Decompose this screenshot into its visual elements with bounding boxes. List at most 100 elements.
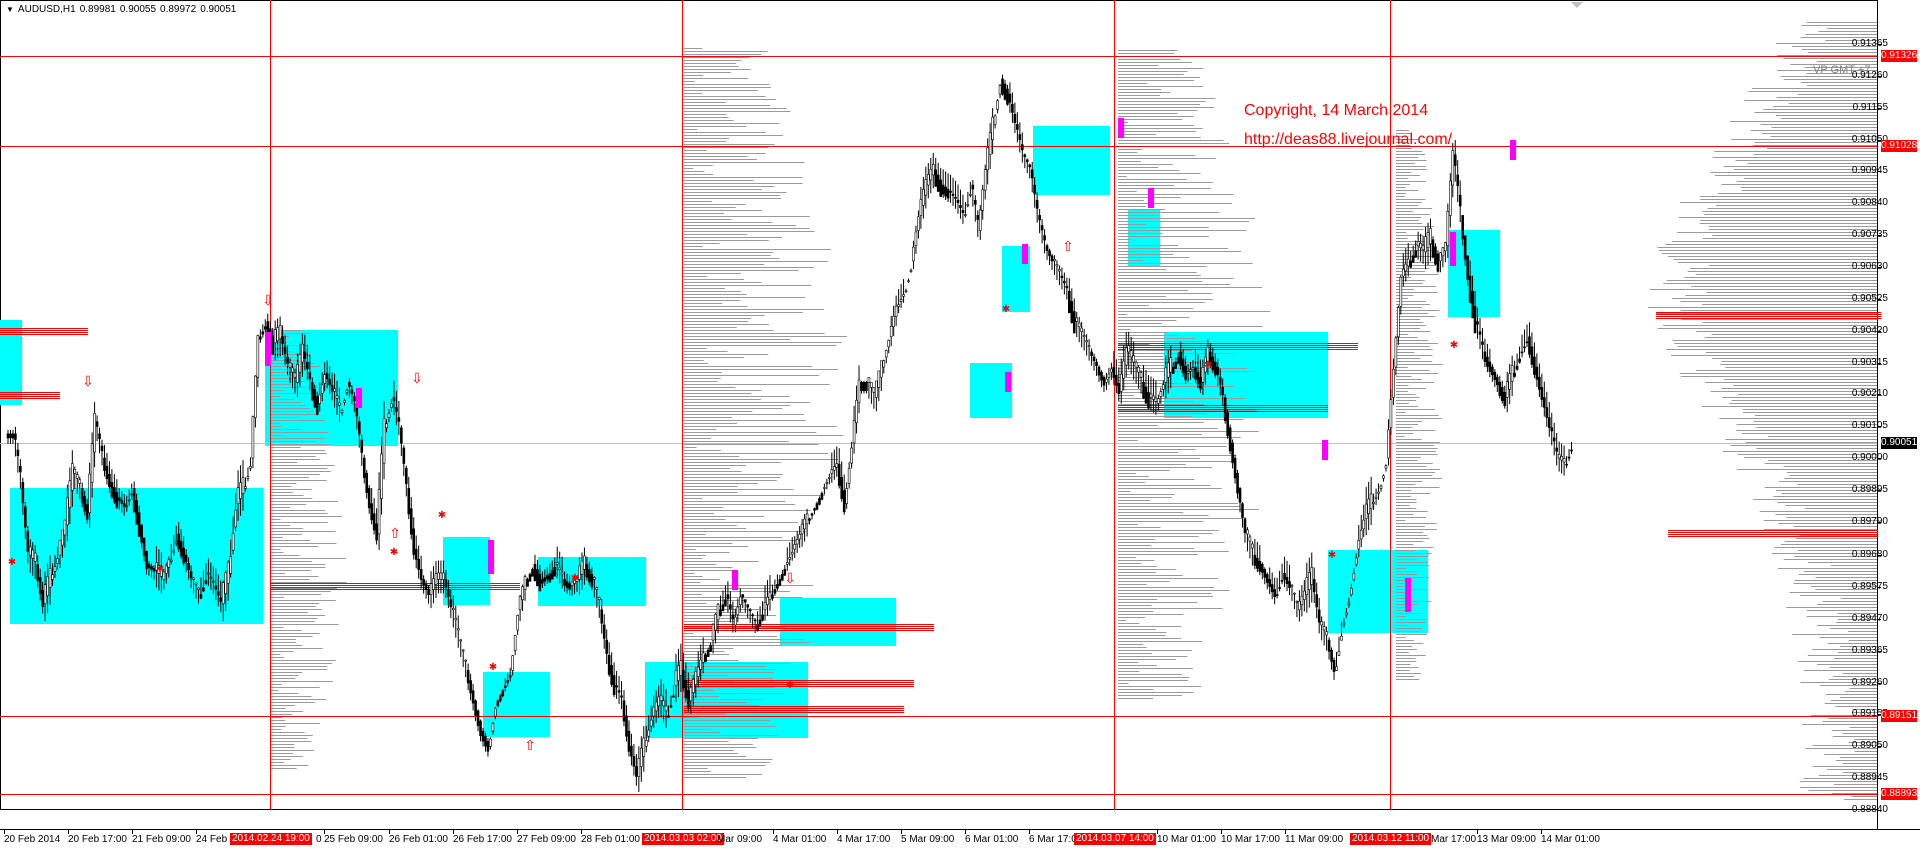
candle-body bbox=[298, 354, 302, 373]
candle-body bbox=[501, 690, 505, 697]
candle-body bbox=[395, 407, 398, 412]
candle-body bbox=[1070, 301, 1074, 324]
candle-body bbox=[508, 675, 512, 678]
down-arrow-icon: ⇩ bbox=[784, 571, 796, 587]
candle-body bbox=[1330, 649, 1333, 662]
candle-body bbox=[464, 659, 467, 662]
candle-body bbox=[664, 705, 668, 712]
candle-body bbox=[788, 557, 792, 560]
candle-body bbox=[1268, 579, 1272, 588]
price-scale-label: 0.89470 bbox=[1851, 612, 1888, 624]
candle-body bbox=[1515, 365, 1519, 370]
candle-body bbox=[1416, 241, 1420, 247]
candle-body bbox=[390, 403, 393, 408]
candle-body bbox=[221, 582, 225, 605]
candle-body bbox=[1397, 307, 1400, 338]
consolidation-box bbox=[1448, 230, 1500, 317]
time-scale-label: 13 Mar 09:00 bbox=[1477, 834, 1536, 845]
candle-body bbox=[1523, 346, 1526, 349]
candle-body bbox=[417, 558, 420, 570]
candle-body bbox=[766, 596, 769, 606]
candle-body bbox=[397, 417, 401, 422]
candle-body bbox=[803, 518, 806, 530]
candle-body bbox=[1503, 392, 1507, 406]
candle-body bbox=[1557, 453, 1561, 459]
candle-body bbox=[1082, 335, 1086, 338]
candle-body bbox=[1461, 215, 1464, 240]
price-scale-label: 0.89260 bbox=[1851, 676, 1888, 688]
candle-body bbox=[177, 533, 181, 550]
price-scale-label: 0.90840 bbox=[1851, 197, 1888, 209]
candle-body bbox=[313, 389, 317, 408]
candle-body bbox=[649, 719, 653, 727]
candle-body bbox=[78, 479, 82, 484]
candle-body bbox=[1540, 387, 1544, 400]
candle-body bbox=[320, 384, 324, 394]
candle-body bbox=[543, 577, 547, 582]
candle-body bbox=[1406, 258, 1410, 267]
candle-body bbox=[291, 367, 294, 373]
price-scale-label: 0.89575 bbox=[1851, 581, 1888, 593]
price-scale-label: 0.88945 bbox=[1851, 772, 1888, 784]
candle-body bbox=[823, 487, 826, 489]
candle-body bbox=[118, 497, 121, 501]
candle-body bbox=[602, 624, 606, 639]
candle-body bbox=[244, 486, 247, 489]
candle-body bbox=[1008, 93, 1012, 103]
triangle-down-icon[interactable]: ▼ bbox=[6, 5, 14, 14]
candle-body bbox=[964, 214, 967, 216]
cross-marker-icon: ✱ bbox=[571, 573, 579, 584]
price-scale-label: 0.91155 bbox=[1852, 101, 1888, 113]
candle-body bbox=[716, 603, 720, 621]
candle-body bbox=[743, 599, 747, 603]
candle-body bbox=[283, 346, 287, 354]
candle-body bbox=[1419, 243, 1422, 249]
candle-body bbox=[427, 589, 430, 596]
candle-body bbox=[763, 601, 767, 611]
candle-body bbox=[1238, 488, 1242, 503]
candle-body bbox=[805, 513, 809, 525]
candle-body bbox=[16, 449, 20, 456]
candle-body bbox=[194, 582, 198, 585]
candle-body bbox=[1312, 579, 1316, 593]
candle-body bbox=[738, 596, 742, 606]
candle-body bbox=[1493, 371, 1497, 381]
chart-shift-marker-icon[interactable] bbox=[1571, 2, 1583, 8]
candle-body bbox=[652, 706, 655, 717]
candle-body bbox=[333, 388, 336, 392]
candle-body bbox=[1466, 255, 1469, 280]
candle-body bbox=[954, 196, 957, 199]
candle-body bbox=[432, 578, 435, 590]
time-scale-label: 5 Mar 09:00 bbox=[901, 834, 955, 845]
candle-body bbox=[125, 505, 129, 508]
candle-body bbox=[1283, 573, 1286, 580]
candle-body bbox=[110, 482, 114, 498]
candle-body bbox=[1035, 199, 1039, 209]
candle-body bbox=[1458, 194, 1462, 207]
candle-body bbox=[724, 599, 727, 606]
signal-marker bbox=[356, 388, 362, 408]
candle-body bbox=[26, 530, 30, 552]
candle-body bbox=[546, 575, 549, 580]
candle-body bbox=[773, 589, 777, 594]
candle-body bbox=[130, 493, 133, 496]
candle-body bbox=[748, 609, 752, 612]
candle-body bbox=[1025, 159, 1029, 163]
candle-body bbox=[867, 377, 871, 383]
candle-body bbox=[714, 613, 717, 631]
candle-body bbox=[785, 562, 789, 565]
candle-body bbox=[983, 169, 987, 191]
candle-body bbox=[71, 463, 74, 491]
candle-body bbox=[644, 740, 648, 747]
candle-body bbox=[679, 660, 683, 676]
candle-body bbox=[207, 572, 210, 575]
candle-body bbox=[350, 389, 354, 395]
candle-body bbox=[815, 503, 819, 510]
candle-body bbox=[254, 375, 257, 418]
candle-body bbox=[301, 343, 304, 363]
candle-body bbox=[1317, 609, 1321, 623]
up-arrow-icon: ⇧ bbox=[1062, 239, 1074, 255]
price-scale-label: 0.89050 bbox=[1851, 740, 1888, 752]
